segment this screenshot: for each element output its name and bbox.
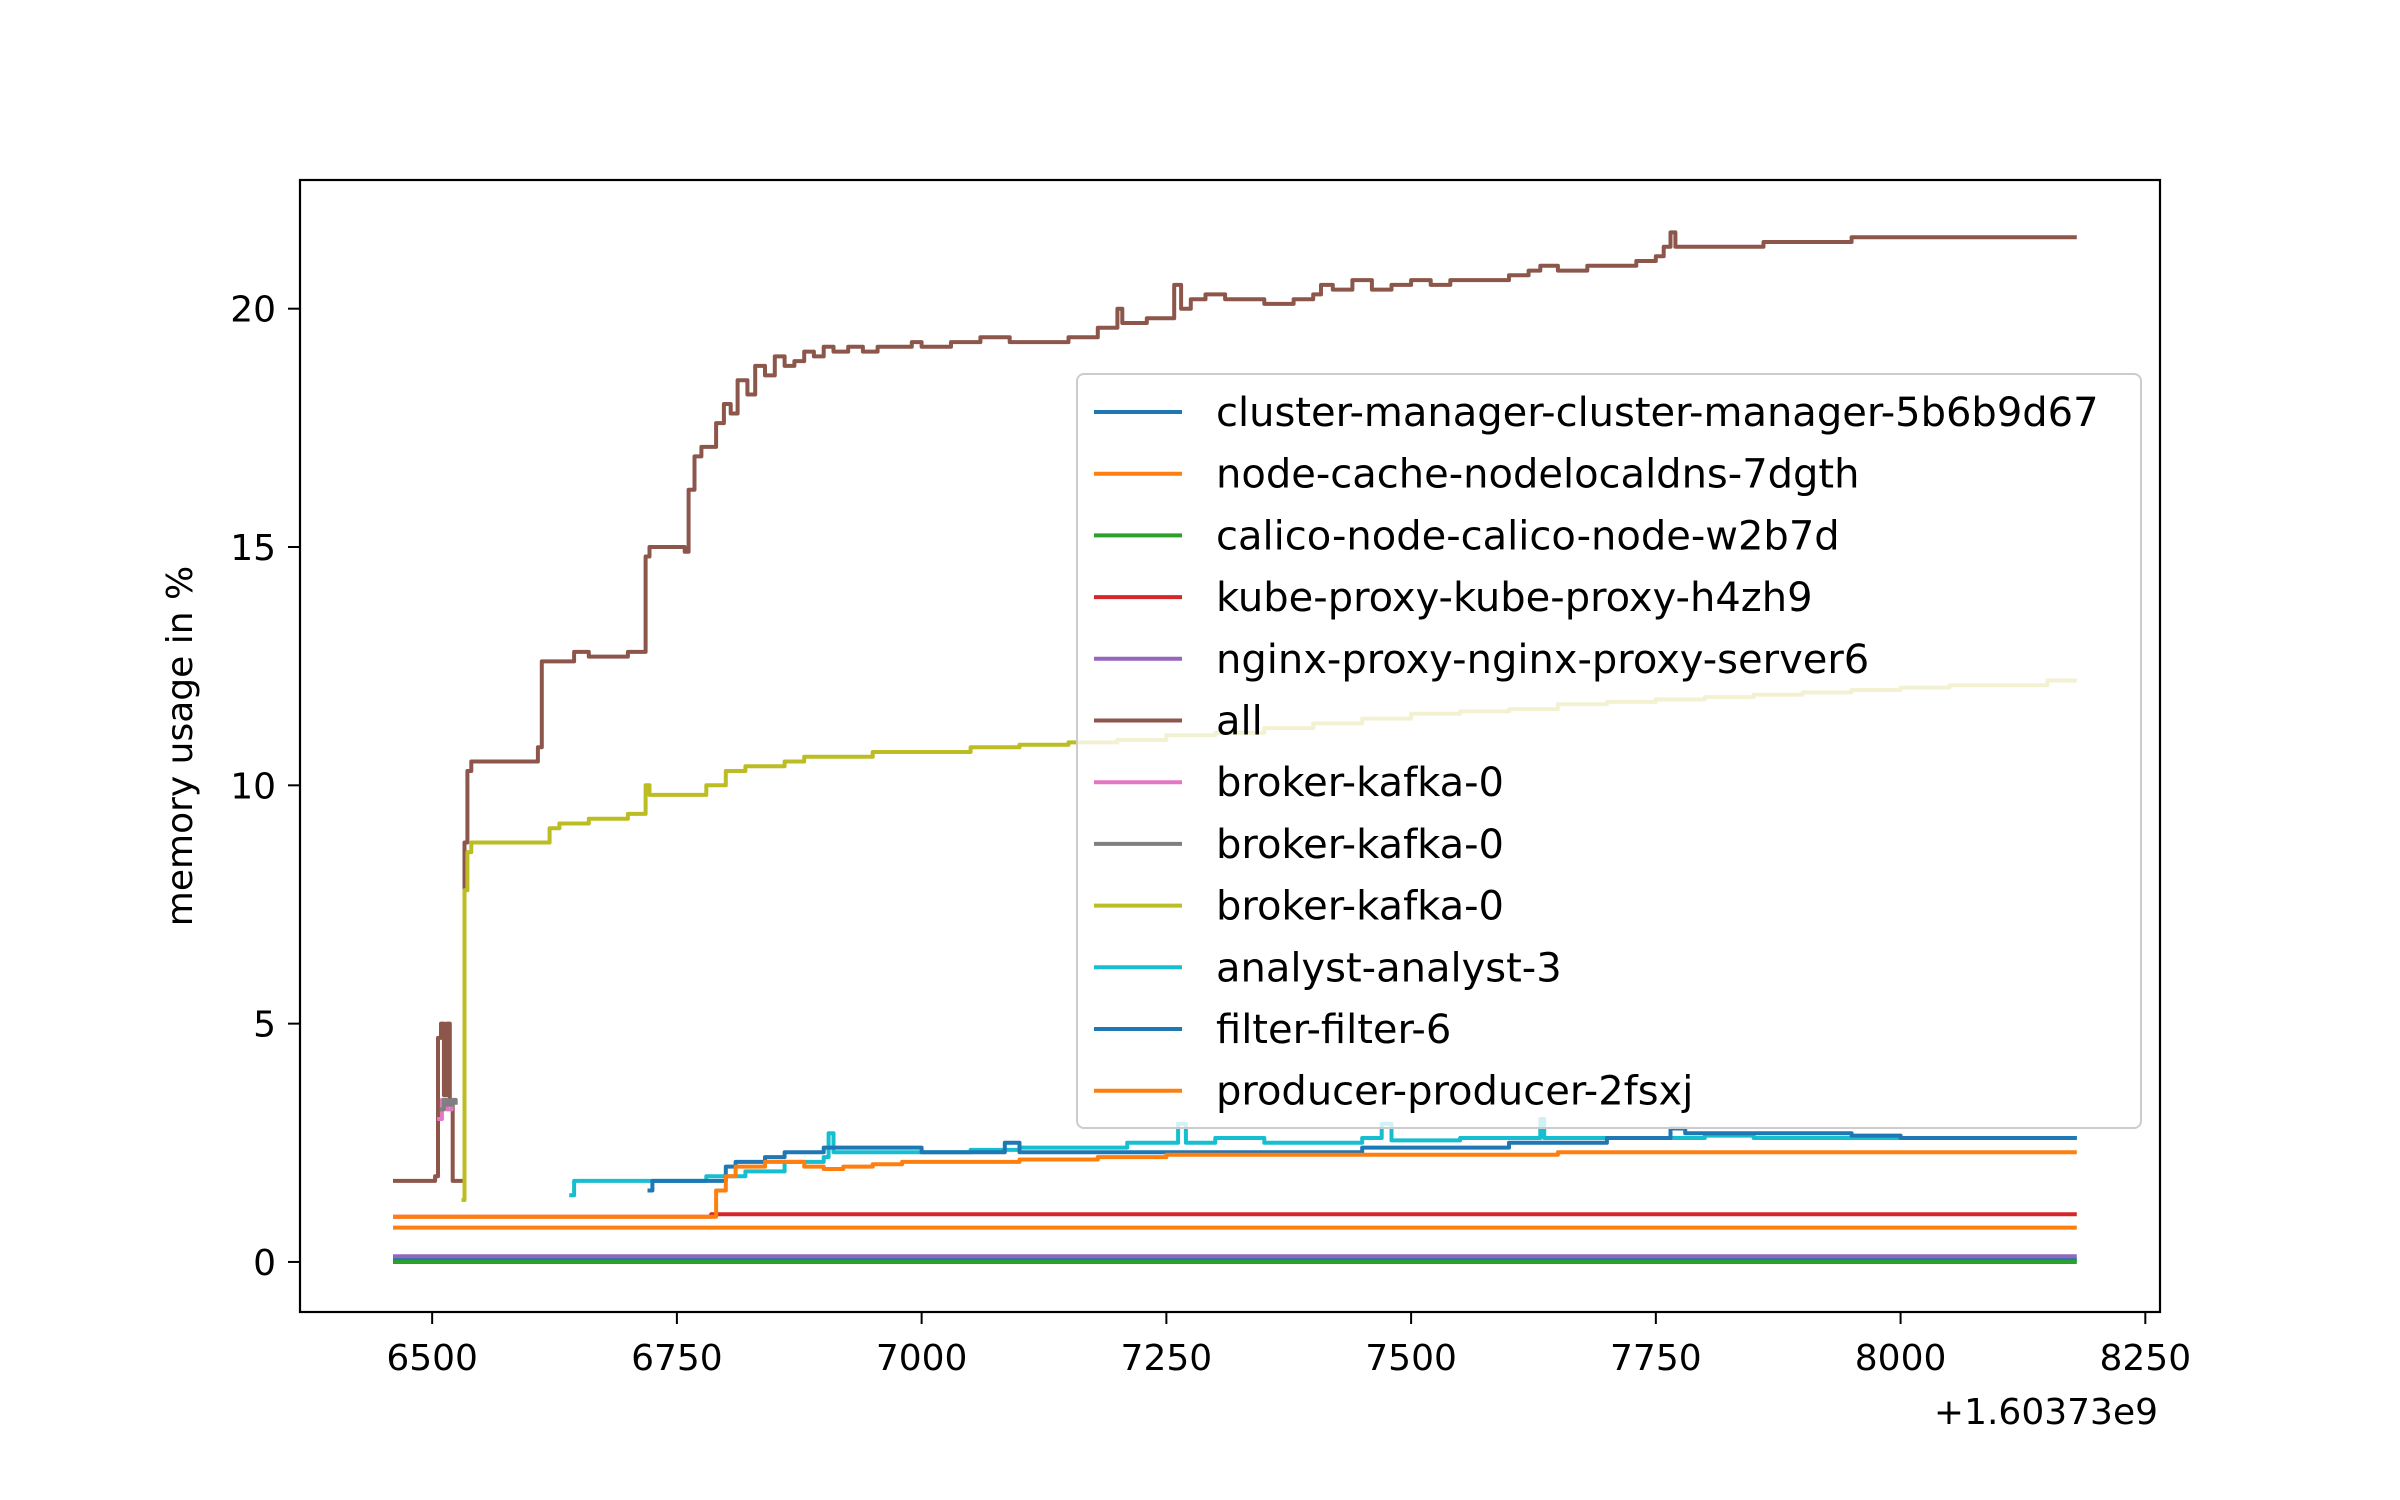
y-axis-label: memory usage in % xyxy=(160,566,201,926)
legend-label: node-cache-nodelocaldns-7dgth xyxy=(1216,452,1859,498)
x-axis: 6500 6750 7000 7250 7500 7750 8000 8250 xyxy=(386,1312,2191,1379)
x-tick-label: 6750 xyxy=(631,1338,723,1379)
legend: cluster-manager-cluster-manager-5b6b9d67… xyxy=(1076,373,2142,1129)
legend-label: all xyxy=(1216,699,1263,745)
x-tick-label: 7750 xyxy=(1610,1338,1702,1379)
legend-label: cluster-manager-cluster-manager-5b6b9d67 xyxy=(1216,390,2099,436)
y-tick-label: 10 xyxy=(230,766,276,807)
x-tick-label: 8250 xyxy=(2100,1338,2192,1379)
y-tick-label: 15 xyxy=(230,528,276,569)
series-line-5 xyxy=(393,230,2077,1183)
series-line-11 xyxy=(393,1150,2077,1219)
series-layer xyxy=(393,230,2077,1264)
y-axis: 0 5 10 15 20 xyxy=(230,290,300,1284)
x-tick-label: 6500 xyxy=(386,1338,478,1379)
legend-box xyxy=(1076,373,2142,1129)
y-tick-label: 20 xyxy=(230,290,276,331)
y-tick-label: 5 xyxy=(253,1005,276,1046)
x-tick-label: 7250 xyxy=(1121,1338,1213,1379)
x-tick-label: 7000 xyxy=(876,1338,968,1379)
legend-label: filter-filter-6 xyxy=(1216,1007,1451,1053)
x-tick-label: 8000 xyxy=(1855,1338,1947,1379)
legend-label: kube-proxy-kube-proxy-h4zh9 xyxy=(1216,575,1813,621)
x-tick-label: 7500 xyxy=(1365,1338,1457,1379)
y-tick-label: 0 xyxy=(253,1243,276,1284)
legend-label: broker-kafka-0 xyxy=(1216,822,1504,868)
x-axis-offset-label: +1.60373e9 xyxy=(1934,1392,2158,1433)
series-line-7 xyxy=(440,1097,458,1112)
legend-label: broker-kafka-0 xyxy=(1216,884,1504,930)
legend-label: nginx-proxy-nginx-proxy-server6 xyxy=(1216,637,1869,683)
legend-label: broker-kafka-0 xyxy=(1216,760,1504,806)
legend-label: producer-producer-2fsxj xyxy=(1216,1069,1693,1115)
legend-label: analyst-analyst-3 xyxy=(1216,945,1562,991)
plot-frame xyxy=(298,178,2162,1314)
legend-label: calico-node-calico-node-w2b7d xyxy=(1216,513,1840,559)
series-line-9 xyxy=(569,1117,2077,1198)
